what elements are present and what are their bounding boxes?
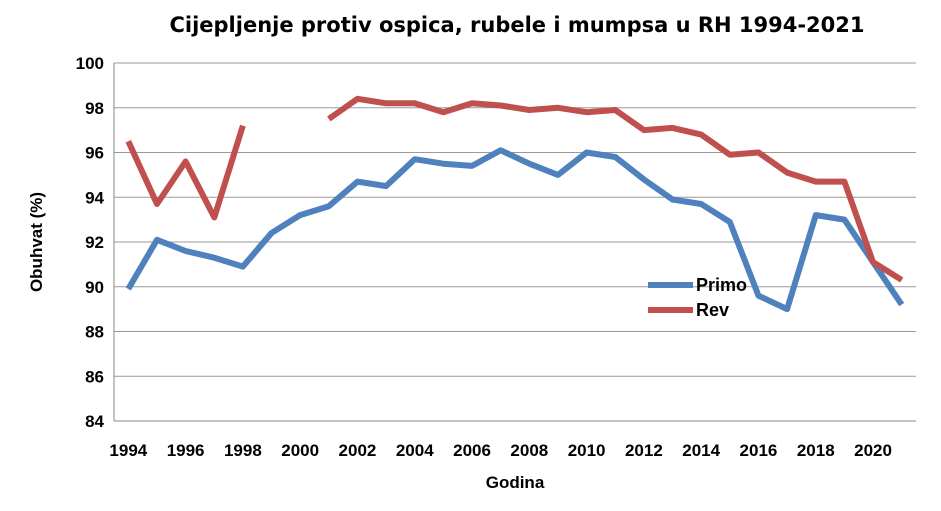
y-tick-label: 96 — [85, 144, 104, 163]
chart-title: Cijepljenje protiv ospica, rubele i mump… — [169, 13, 864, 37]
y-axis-label: Obuhvat (%) — [27, 192, 46, 292]
legend-label-rev: Rev — [696, 300, 729, 320]
x-tick-label: 2000 — [281, 441, 319, 460]
y-tick-label: 84 — [85, 412, 104, 431]
x-tick-label: 2008 — [510, 441, 548, 460]
legend-label-primo: Primo — [696, 275, 747, 295]
x-tick-label: 1996 — [167, 441, 205, 460]
y-tick-label: 86 — [85, 367, 104, 386]
y-tick-label: 100 — [76, 54, 104, 73]
x-tick-label: 2006 — [453, 441, 491, 460]
x-tick-label: 1994 — [109, 441, 147, 460]
y-tick-label: 88 — [85, 323, 104, 342]
x-tick-label: 2018 — [797, 441, 835, 460]
series-lines — [125, 95, 905, 313]
y-tick-label: 92 — [85, 233, 104, 252]
x-tick-label: 2010 — [568, 441, 606, 460]
y-axis-ticks: 84 86 88 90 92 94 96 98 100 — [76, 54, 105, 431]
y-tick-label: 90 — [85, 278, 104, 297]
x-tick-label: 2014 — [682, 441, 720, 460]
x-tick-label: 1998 — [224, 441, 262, 460]
x-axis-ticks: 1994 1996 1998 2000 2002 2004 2006 2008 2010 2012… — [109, 441, 892, 460]
series-line-rev — [327, 95, 904, 283]
x-tick-label: 2020 — [854, 441, 892, 460]
y-tick-label: 94 — [85, 188, 104, 207]
y-tick-label: 98 — [85, 99, 104, 118]
series-line-rev — [125, 124, 246, 221]
x-tick-label: 2016 — [740, 441, 778, 460]
series-line-primo — [125, 147, 905, 313]
x-axis-label: Godina — [486, 473, 545, 492]
legend: Primo Rev — [648, 275, 747, 320]
gridlines — [113, 62, 916, 422]
x-tick-label: 2012 — [625, 441, 663, 460]
x-tick-label: 2004 — [396, 441, 434, 460]
x-tick-label: 2002 — [339, 441, 377, 460]
